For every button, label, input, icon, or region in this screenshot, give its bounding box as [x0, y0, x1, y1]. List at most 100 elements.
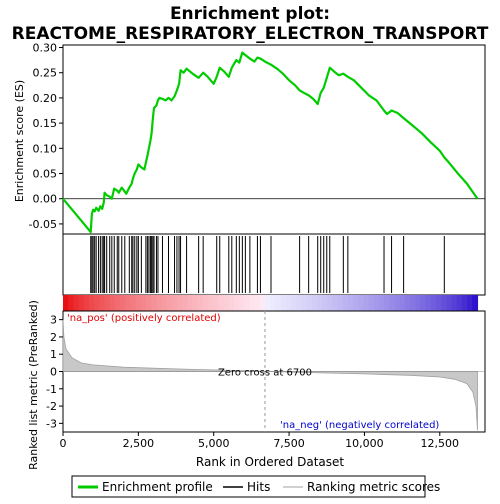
colorbar-segment — [384, 295, 390, 311]
chart-title-line-1: Enrichment plot: — [170, 4, 330, 24]
colorbar-segment — [156, 295, 163, 311]
colorbar-segment — [394, 295, 401, 311]
x-tick-label: 12,500 — [421, 437, 460, 450]
colorbar-segment — [119, 295, 126, 311]
colorbar-segment — [208, 295, 214, 311]
colorbar-segment — [446, 295, 453, 311]
colorbar-segment — [187, 295, 194, 311]
chart-title-line-2: REACTOME_RESPIRATORY_ELECTRON_TRANSPORT — [12, 24, 489, 44]
colorbar-segment — [171, 295, 178, 311]
colorbar-segment — [213, 295, 220, 311]
colorbar-segment — [363, 295, 370, 311]
metric-y-axis-label: Ranked list metric (PreRanked) — [27, 300, 40, 470]
colorbar-segment — [109, 295, 116, 311]
es-y-axis-label: Enrichment score (ES) — [13, 80, 26, 202]
colorbar-segment — [337, 295, 344, 311]
colorbar-segment — [404, 295, 411, 311]
colorbar-segment — [399, 295, 406, 311]
colorbar-segment — [342, 295, 349, 311]
legend: Enrichment profile Hits Ranking metric s… — [71, 475, 440, 498]
colorbar-segment — [275, 295, 282, 311]
colorbar-segment — [425, 295, 432, 311]
x-tick-label: 2,500 — [123, 437, 155, 450]
es-y-tick-label: 0.15 — [33, 117, 58, 130]
zero-cross-label: Zero cross at 6700 — [218, 368, 312, 379]
metric-y-tick-label: -1 — [46, 383, 57, 396]
colorbar-segment — [316, 295, 323, 311]
colorbar-segment — [114, 295, 121, 311]
x-tick-label: 10,000 — [345, 437, 384, 450]
colorbar-segment — [233, 295, 240, 311]
colorbar-segment — [347, 295, 354, 311]
es-y-tick-label: -0.05 — [29, 218, 57, 231]
colorbar-segment — [379, 295, 385, 311]
colorbar-segment — [99, 295, 106, 311]
colorbar-segment — [223, 295, 230, 311]
legend-frame — [71, 475, 426, 498]
metric-panel: -3 -2 -1 0 1 2 3 Zero cross at 6700 'na_pos' (po… — [46, 310, 486, 450]
colorbar-segment — [176, 295, 183, 311]
colorbar-segment — [259, 295, 266, 311]
colorbar-segment — [166, 295, 173, 311]
metric-y-tick-label: 3 — [50, 314, 57, 327]
colorbar-segment — [410, 295, 416, 311]
metric-y-tick-label: -3 — [46, 417, 57, 430]
metric-y-tick-label: -2 — [46, 400, 57, 413]
colorbar-segment — [373, 295, 380, 311]
colorbar-segment — [254, 295, 261, 311]
colorbar-segment — [368, 295, 375, 311]
legend-label-ranking-metric: Ranking metric scores — [307, 480, 440, 494]
hits-frame — [62, 233, 486, 296]
colorbar-segment — [244, 295, 251, 311]
es-y-tick-label: 0.25 — [33, 67, 58, 80]
colorbar-segment — [265, 295, 271, 311]
colorbar-segment — [327, 295, 334, 311]
colorbar-segment — [270, 295, 277, 311]
hits-panel — [62, 233, 486, 296]
es-panel: -0.05 0.00 0.05 0.10 0.15 0.20 0.25 0.30 — [29, 42, 486, 235]
colorbar-segment — [125, 295, 131, 311]
colorbar-segment — [192, 295, 199, 311]
x-tick-label: 0 — [60, 437, 67, 450]
es-y-tick-label: 0.10 — [33, 142, 58, 155]
x-tick-label: 7,500 — [273, 437, 305, 450]
es-y-tick-label: 0.30 — [33, 42, 58, 55]
es-plot-frame — [62, 44, 486, 235]
colorbar-segment — [130, 295, 137, 311]
colorbar-segment — [182, 295, 188, 311]
colorbar-segment — [239, 295, 245, 311]
metric-y-tick-label: 1 — [50, 348, 57, 361]
colorbar-segment — [63, 295, 69, 311]
legend-label-hits: Hits — [247, 480, 270, 494]
metric-y-tick-label: 2 — [50, 331, 57, 344]
colorbar-segment — [145, 295, 152, 311]
colorbar-segment — [249, 295, 256, 311]
colorbar-segment — [415, 295, 422, 311]
colorbar-segment — [461, 295, 468, 311]
colorbar-segment — [301, 295, 308, 311]
colorbar-segment — [68, 295, 74, 311]
x-tick-label: 5,000 — [198, 437, 230, 450]
es-y-tick-label: 0.00 — [33, 193, 58, 206]
colorbar-segment — [436, 295, 442, 311]
colorbar-segment — [456, 295, 463, 311]
enrichment-profile-line — [62, 51, 479, 234]
neg-correlated-label: 'na_neg' (negatively correlated) — [280, 420, 439, 431]
colorbar-segment — [441, 295, 447, 311]
colorbar-segment — [296, 295, 302, 311]
colorbar-segment — [420, 295, 427, 311]
colorbar-segment — [280, 295, 287, 311]
colorbar-segment — [161, 295, 168, 311]
colorbar-segment — [135, 295, 142, 311]
colorbar-segment — [467, 295, 473, 311]
colorbar-segment — [88, 295, 95, 311]
colorbar-segment — [140, 295, 147, 311]
colorbar-panel — [63, 295, 479, 311]
colorbar-segment — [332, 295, 339, 311]
metric-y-tick-label: 0 — [50, 366, 57, 379]
colorbar-segment — [290, 295, 297, 311]
colorbar-segment — [78, 295, 85, 311]
colorbar-segment — [451, 295, 458, 311]
